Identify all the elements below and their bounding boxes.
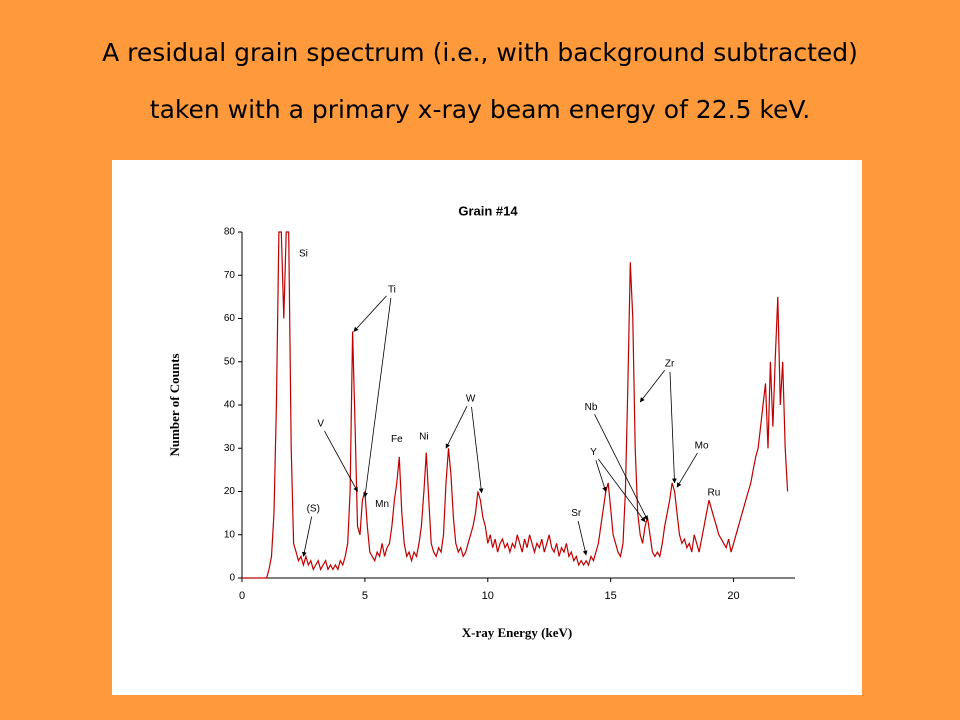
y-tick-label: 50 bbox=[224, 356, 236, 367]
annotation-label: W bbox=[466, 394, 476, 405]
annotation-label: Sr bbox=[571, 508, 582, 519]
x-tick-label: 15 bbox=[605, 590, 617, 602]
x-tick-label: 0 bbox=[239, 590, 245, 602]
annotation-label: Si bbox=[299, 248, 308, 259]
annotation-arrow bbox=[594, 414, 648, 521]
annotation-label: Zr bbox=[665, 359, 675, 370]
y-tick-label: 30 bbox=[224, 443, 236, 454]
heading-line: taken with a primary x-ray beam energy o… bbox=[149, 95, 811, 124]
annotation-label: Ti bbox=[388, 285, 396, 296]
y-tick-label: 20 bbox=[224, 486, 236, 497]
annotation-label: (S) bbox=[307, 503, 320, 514]
annotation-arrow bbox=[577, 520, 588, 556]
annotation-arrow bbox=[353, 295, 387, 332]
annotation-arrow bbox=[445, 405, 468, 449]
y-axis-label: Number of Counts bbox=[167, 353, 182, 456]
annotation-label: Mn bbox=[375, 499, 389, 510]
annotation-arrow bbox=[363, 297, 392, 498]
y-tick-label: 40 bbox=[224, 400, 236, 411]
annotation-label: Ru bbox=[707, 487, 720, 498]
annotation-arrow bbox=[639, 369, 666, 403]
annotation-label: Nb bbox=[585, 402, 598, 413]
annotation-arrow bbox=[676, 452, 698, 488]
y-tick-label: 10 bbox=[224, 529, 236, 540]
y-tick-label: 60 bbox=[224, 313, 236, 324]
x-tick-label: 10 bbox=[482, 590, 494, 602]
annotation-label: Y bbox=[590, 447, 597, 458]
x-tick-label: 20 bbox=[727, 590, 739, 602]
annotation-label: Fe bbox=[391, 434, 403, 445]
annotation-arrow bbox=[471, 406, 484, 494]
annotation-arrow bbox=[669, 371, 677, 484]
annotation-label: Ni bbox=[419, 432, 428, 443]
chart: Grain #14 X-ray Energy (keV) Number of C… bbox=[167, 203, 795, 640]
chart-title: Grain #14 bbox=[458, 203, 518, 218]
chart-panel: Grain #14 X-ray Energy (keV) Number of C… bbox=[112, 160, 862, 695]
x-tick-label: 5 bbox=[362, 590, 368, 602]
annotation-arrow bbox=[597, 458, 646, 523]
annotation-arrow bbox=[324, 430, 358, 492]
annotation-label: Mo bbox=[695, 441, 709, 452]
annotation-label: V bbox=[317, 419, 324, 430]
annotation-arrow bbox=[301, 516, 313, 557]
x-axis-label: X-ray Energy (keV) bbox=[462, 625, 572, 640]
y-tick-label: 0 bbox=[229, 573, 235, 584]
annotation-arrow bbox=[595, 460, 607, 492]
y-tick-label: 70 bbox=[224, 270, 236, 281]
y-tick-label: 80 bbox=[224, 227, 236, 238]
heading-line: A residual grain spectrum (i.e., with ba… bbox=[102, 38, 858, 67]
spectrum-line bbox=[242, 231, 789, 579]
